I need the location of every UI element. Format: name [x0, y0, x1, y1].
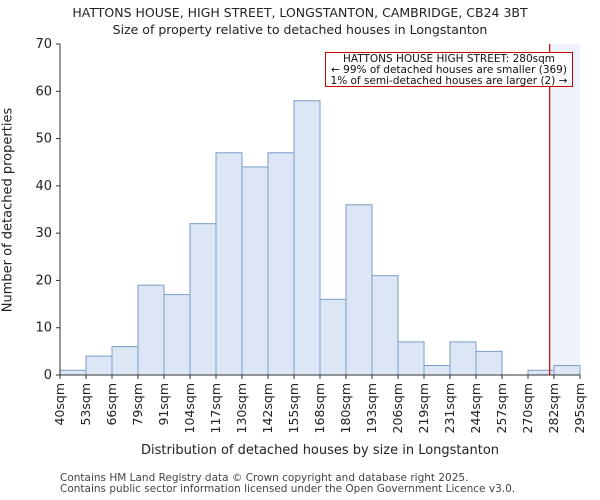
- histogram-bar: [59, 369, 87, 376]
- x-tick-label: 206sqm: [390, 383, 405, 433]
- histogram-bar: [423, 365, 451, 376]
- y-tick-label: 0: [44, 368, 52, 383]
- histogram-bar: [267, 152, 295, 376]
- x-tick-label: 53sqm: [78, 383, 93, 426]
- histogram-bar: [111, 346, 139, 376]
- histogram-bar: [371, 275, 399, 376]
- annotation-line-3: 1% of semi-detached houses are larger (2…: [330, 75, 568, 87]
- y-tick-label: 50: [35, 132, 52, 147]
- x-tick-label: 117sqm: [208, 383, 223, 433]
- x-tick-label: 270sqm: [520, 383, 535, 433]
- footer-line-2: Contains public sector information licen…: [60, 483, 516, 495]
- x-tick-label: 104sqm: [182, 383, 197, 433]
- x-tick-label: 180sqm: [338, 383, 353, 433]
- larger-region-highlight: [549, 44, 580, 375]
- histogram-bar: [475, 350, 503, 376]
- footer-line-1: Contains HM Land Registry data © Crown c…: [60, 472, 469, 484]
- x-tick-label: 219sqm: [416, 383, 431, 433]
- histogram-bar: [241, 166, 269, 376]
- annotation-line-2: ← 99% of detached houses are smaller (36…: [331, 64, 567, 76]
- y-axis-label: Number of detached properties: [0, 107, 16, 313]
- x-tick-label: 282sqm: [546, 383, 561, 433]
- y-tick-label: 60: [35, 84, 52, 99]
- histogram-bar: [345, 204, 373, 376]
- x-tick-label: 295sqm: [572, 383, 587, 433]
- x-tick-label: 168sqm: [312, 383, 327, 433]
- x-axis-label: Distribution of detached houses by size …: [140, 443, 500, 458]
- y-tick-label: 40: [35, 179, 52, 194]
- x-tick-label: 40sqm: [52, 383, 67, 426]
- y-tick-label: 70: [35, 37, 52, 52]
- histogram-bar: [397, 341, 425, 376]
- y-tick-label: 10: [35, 321, 52, 336]
- x-tick-label: 231sqm: [442, 383, 457, 433]
- x-tick-label: 66sqm: [104, 383, 119, 426]
- x-tick-label: 130sqm: [234, 383, 249, 433]
- x-tick-label: 79sqm: [130, 383, 145, 426]
- histogram-bar: [137, 284, 165, 376]
- histogram-bar: [85, 355, 113, 376]
- histogram-bar: [293, 100, 321, 376]
- chart-title-line-1: HATTONS HOUSE, HIGH STREET, LONGSTANTON,…: [72, 5, 528, 20]
- x-tick-label: 257sqm: [494, 383, 509, 433]
- histogram-bar: [163, 294, 191, 376]
- y-tick-label: 20: [35, 273, 52, 288]
- x-tick-label: 91sqm: [156, 383, 171, 426]
- x-tick-label: 142sqm: [260, 383, 275, 433]
- annotation-box: HATTONS HOUSE HIGH STREET: 280sqm ← 99% …: [325, 52, 573, 87]
- histogram-bar: [319, 298, 347, 376]
- x-tick-label: 244sqm: [468, 383, 483, 433]
- chart-title: HATTONS HOUSE, HIGH STREET, LONGSTANTON,…: [0, 4, 600, 38]
- y-tick-label: 30: [35, 226, 52, 241]
- histogram-bar: [553, 365, 581, 376]
- chart-title-line-2: Size of property relative to detached ho…: [112, 22, 488, 37]
- histogram-bar: [215, 152, 243, 376]
- annotation-line-1: HATTONS HOUSE HIGH STREET: 280sqm: [342, 53, 556, 65]
- x-tick-label: 155sqm: [286, 383, 301, 433]
- x-tick-label: 193sqm: [364, 383, 379, 433]
- histogram-bar: [449, 341, 477, 376]
- footer: Contains HM Land Registry data © Crown c…: [60, 473, 515, 495]
- histogram-bar: [189, 223, 217, 376]
